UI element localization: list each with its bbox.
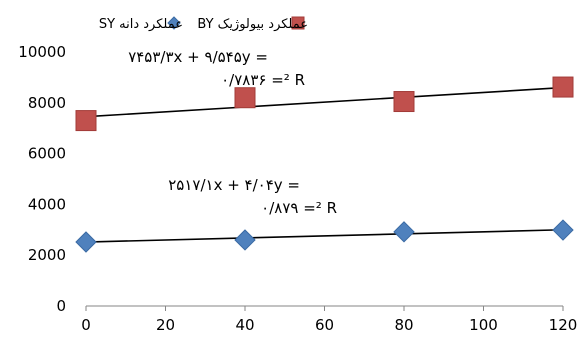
data-point-series-0 — [234, 87, 256, 109]
data-point-series-0 — [393, 91, 415, 113]
x-tick-label: 80 — [394, 316, 413, 334]
equation-sy: ۲۵۱۷/۱x + ۴/۰۴y = ۰/۸۷۹ =² R — [168, 176, 337, 217]
y-tick-label: 6000 — [28, 145, 66, 163]
x-tick-label: 0 — [81, 316, 91, 334]
data-point-series-0 — [552, 76, 574, 98]
y-tick-label: 0 — [56, 297, 66, 315]
x-tick-label: 20 — [156, 316, 175, 334]
x-tick-label: 100 — [469, 316, 498, 334]
data-point-series-1 — [234, 229, 256, 251]
x-tick-label: 40 — [235, 316, 254, 334]
equation-by-line2: ۰/۷۸۳۶ =² R — [221, 71, 305, 89]
trendline-series-1 — [85, 228, 564, 243]
equation-sy-line1: ۲۵۱۷/۱x + ۴/۰۴y = — [168, 176, 300, 194]
y-tick-label: 4000 — [28, 195, 66, 213]
trendlines — [85, 86, 564, 243]
y-tick-label: 10000 — [18, 43, 66, 61]
y-tick-label: 8000 — [28, 94, 66, 112]
plot-area: 0 20 40 60 80 100 120 0 2000 4000 6000 8000 10000 — [18, 43, 577, 334]
legend-marker-sy — [167, 16, 181, 30]
x-tick-label: 120 — [549, 316, 578, 334]
x-axis-ticks: 0 20 40 60 80 100 120 — [81, 306, 577, 334]
legend: عملکرد دانه SY عملکرد بیولوژیک BY — [99, 16, 308, 32]
equation-sy-line2: ۰/۸۷۹ =² R — [261, 199, 337, 217]
data-point-series-1 — [393, 221, 415, 243]
data-points — [75, 76, 574, 253]
equation-by: ۷۴۵۳/۳x + ۹/۵۴۵y = ۰/۷۸۳۶ =² R — [128, 48, 305, 89]
y-axis-ticks: 0 2000 4000 6000 8000 10000 — [18, 43, 66, 315]
data-point-series-1 — [75, 231, 97, 253]
legend-label-sy: عملکرد دانه SY — [99, 17, 183, 32]
data-point-series-0 — [75, 110, 97, 132]
data-point-series-1 — [552, 219, 574, 241]
x-tick-label: 60 — [315, 316, 334, 334]
legend-label-by: عملکرد بیولوژیک BY — [197, 17, 308, 32]
y-tick-label: 2000 — [28, 246, 66, 264]
equation-by-line1: ۷۴۵۳/۳x + ۹/۵۴۵y = — [128, 48, 268, 66]
trendline-series-0 — [85, 86, 564, 118]
legend-marker-by — [291, 16, 305, 30]
